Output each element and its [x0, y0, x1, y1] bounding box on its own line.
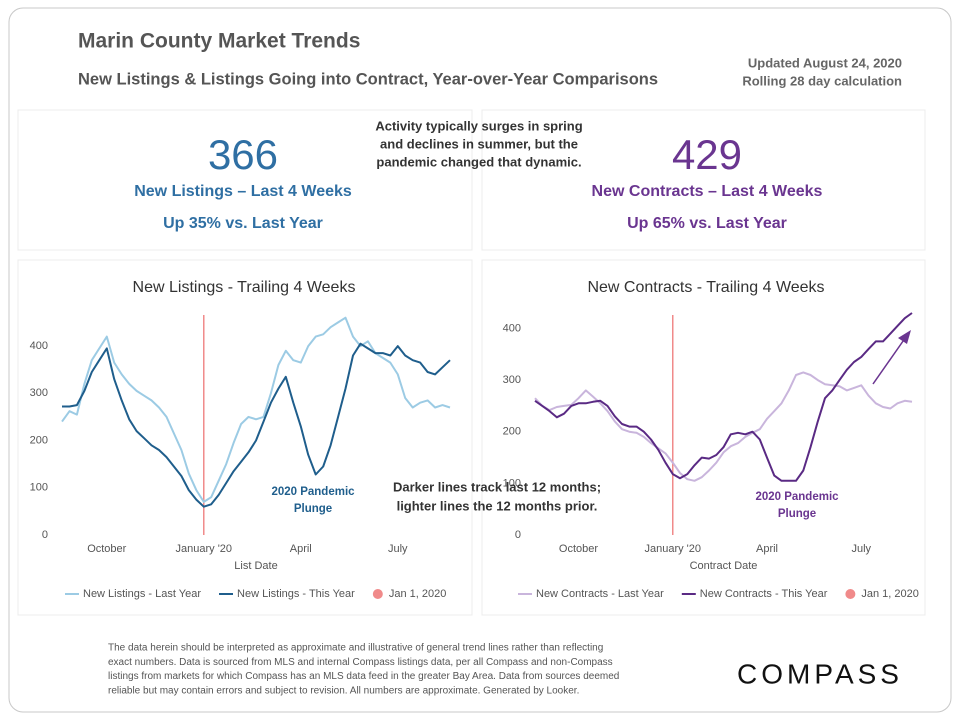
legend-label: New Listings - This Year — [237, 588, 355, 600]
footnote: reliable but may contain errors and subj… — [108, 686, 579, 697]
y-tick-label: 100 — [503, 477, 521, 489]
x-axis-label: List Date — [234, 560, 277, 572]
y-tick-label: 400 — [503, 322, 521, 334]
kpi-change: Up 35% vs. Last Year — [163, 215, 323, 232]
x-tick-label: July — [388, 543, 408, 555]
chart-panel — [481, 259, 926, 616]
kpi-value: 429 — [672, 131, 742, 178]
line-series — [534, 312, 913, 482]
x-tick-label: July — [851, 543, 871, 555]
arrow — [872, 333, 909, 385]
subtitle: New Listings & Listings Going into Contr… — [78, 70, 658, 88]
legend-label: Jan 1, 2020 — [861, 588, 919, 600]
x-tick-label: April — [290, 543, 312, 555]
title: Marin County Market Trends — [78, 30, 360, 53]
y-tick-label: 200 — [503, 426, 521, 438]
legend-swatch — [372, 589, 383, 599]
kpi-panel — [481, 109, 926, 251]
kpi-panel — [17, 109, 473, 251]
updated: Updated August 24, 2020 — [748, 55, 902, 70]
line-series — [62, 342, 451, 508]
x-tick-label: January '20 — [176, 543, 233, 555]
note: Darker lines track last 12 months; — [393, 479, 601, 494]
y-tick-label: 300 — [503, 374, 521, 386]
annotation: Plunge — [294, 503, 332, 515]
chart-title: New Contracts - Trailing 4 Weeks — [587, 279, 824, 296]
y-tick-label: 100 — [30, 482, 48, 494]
footnote: The data herein should be interpreted as… — [108, 643, 603, 654]
chart-title: New Listings - Trailing 4 Weeks — [133, 279, 356, 296]
line-series — [61, 316, 451, 503]
kpi-label: New Contracts – Last 4 Weeks — [592, 183, 823, 200]
annotation: Plunge — [778, 508, 816, 520]
kpi-value: 366 — [208, 131, 278, 178]
x-tick-label: October — [559, 543, 598, 555]
x-tick-label: April — [756, 543, 778, 555]
annotation: 2020 Pandemic — [755, 491, 839, 503]
x-axis-label: Contract Date — [690, 560, 758, 572]
logo: COMPASS — [737, 658, 903, 689]
y-tick-label: 300 — [30, 387, 48, 399]
y-tick-label: 0 — [42, 529, 48, 541]
footnote: exact numbers. Data is sourced from MLS … — [108, 657, 613, 668]
chart-panel — [17, 259, 473, 616]
legend-label: New Contracts - Last Year — [536, 588, 664, 600]
note: and declines in summer, but the — [380, 136, 578, 151]
legend-label: Jan 1, 2020 — [389, 588, 447, 600]
kpi-change: Up 65% vs. Last Year — [627, 215, 787, 232]
y-tick-label: 200 — [30, 434, 48, 446]
legend-swatch — [845, 589, 856, 599]
kpi-label: New Listings – Last 4 Weeks — [134, 183, 352, 200]
y-tick-label: 400 — [30, 340, 48, 352]
x-tick-label: January '20 — [644, 543, 701, 555]
footnote: listings from markets for which Compass … — [108, 671, 619, 682]
note: lighter lines the 12 months prior. — [397, 498, 598, 513]
y-tick-label: 0 — [515, 529, 521, 541]
x-tick-label: October — [87, 543, 126, 555]
note: Activity typically surges in spring — [375, 118, 582, 133]
annotation: 2020 Pandemic — [271, 486, 355, 498]
legend-label: New Contracts - This Year — [700, 588, 828, 600]
note: pandemic changed that dynamic. — [376, 154, 581, 169]
arrow-head — [898, 330, 911, 344]
legend-label: New Listings - Last Year — [83, 588, 201, 600]
updated: Rolling 28 day calculation — [742, 73, 902, 88]
